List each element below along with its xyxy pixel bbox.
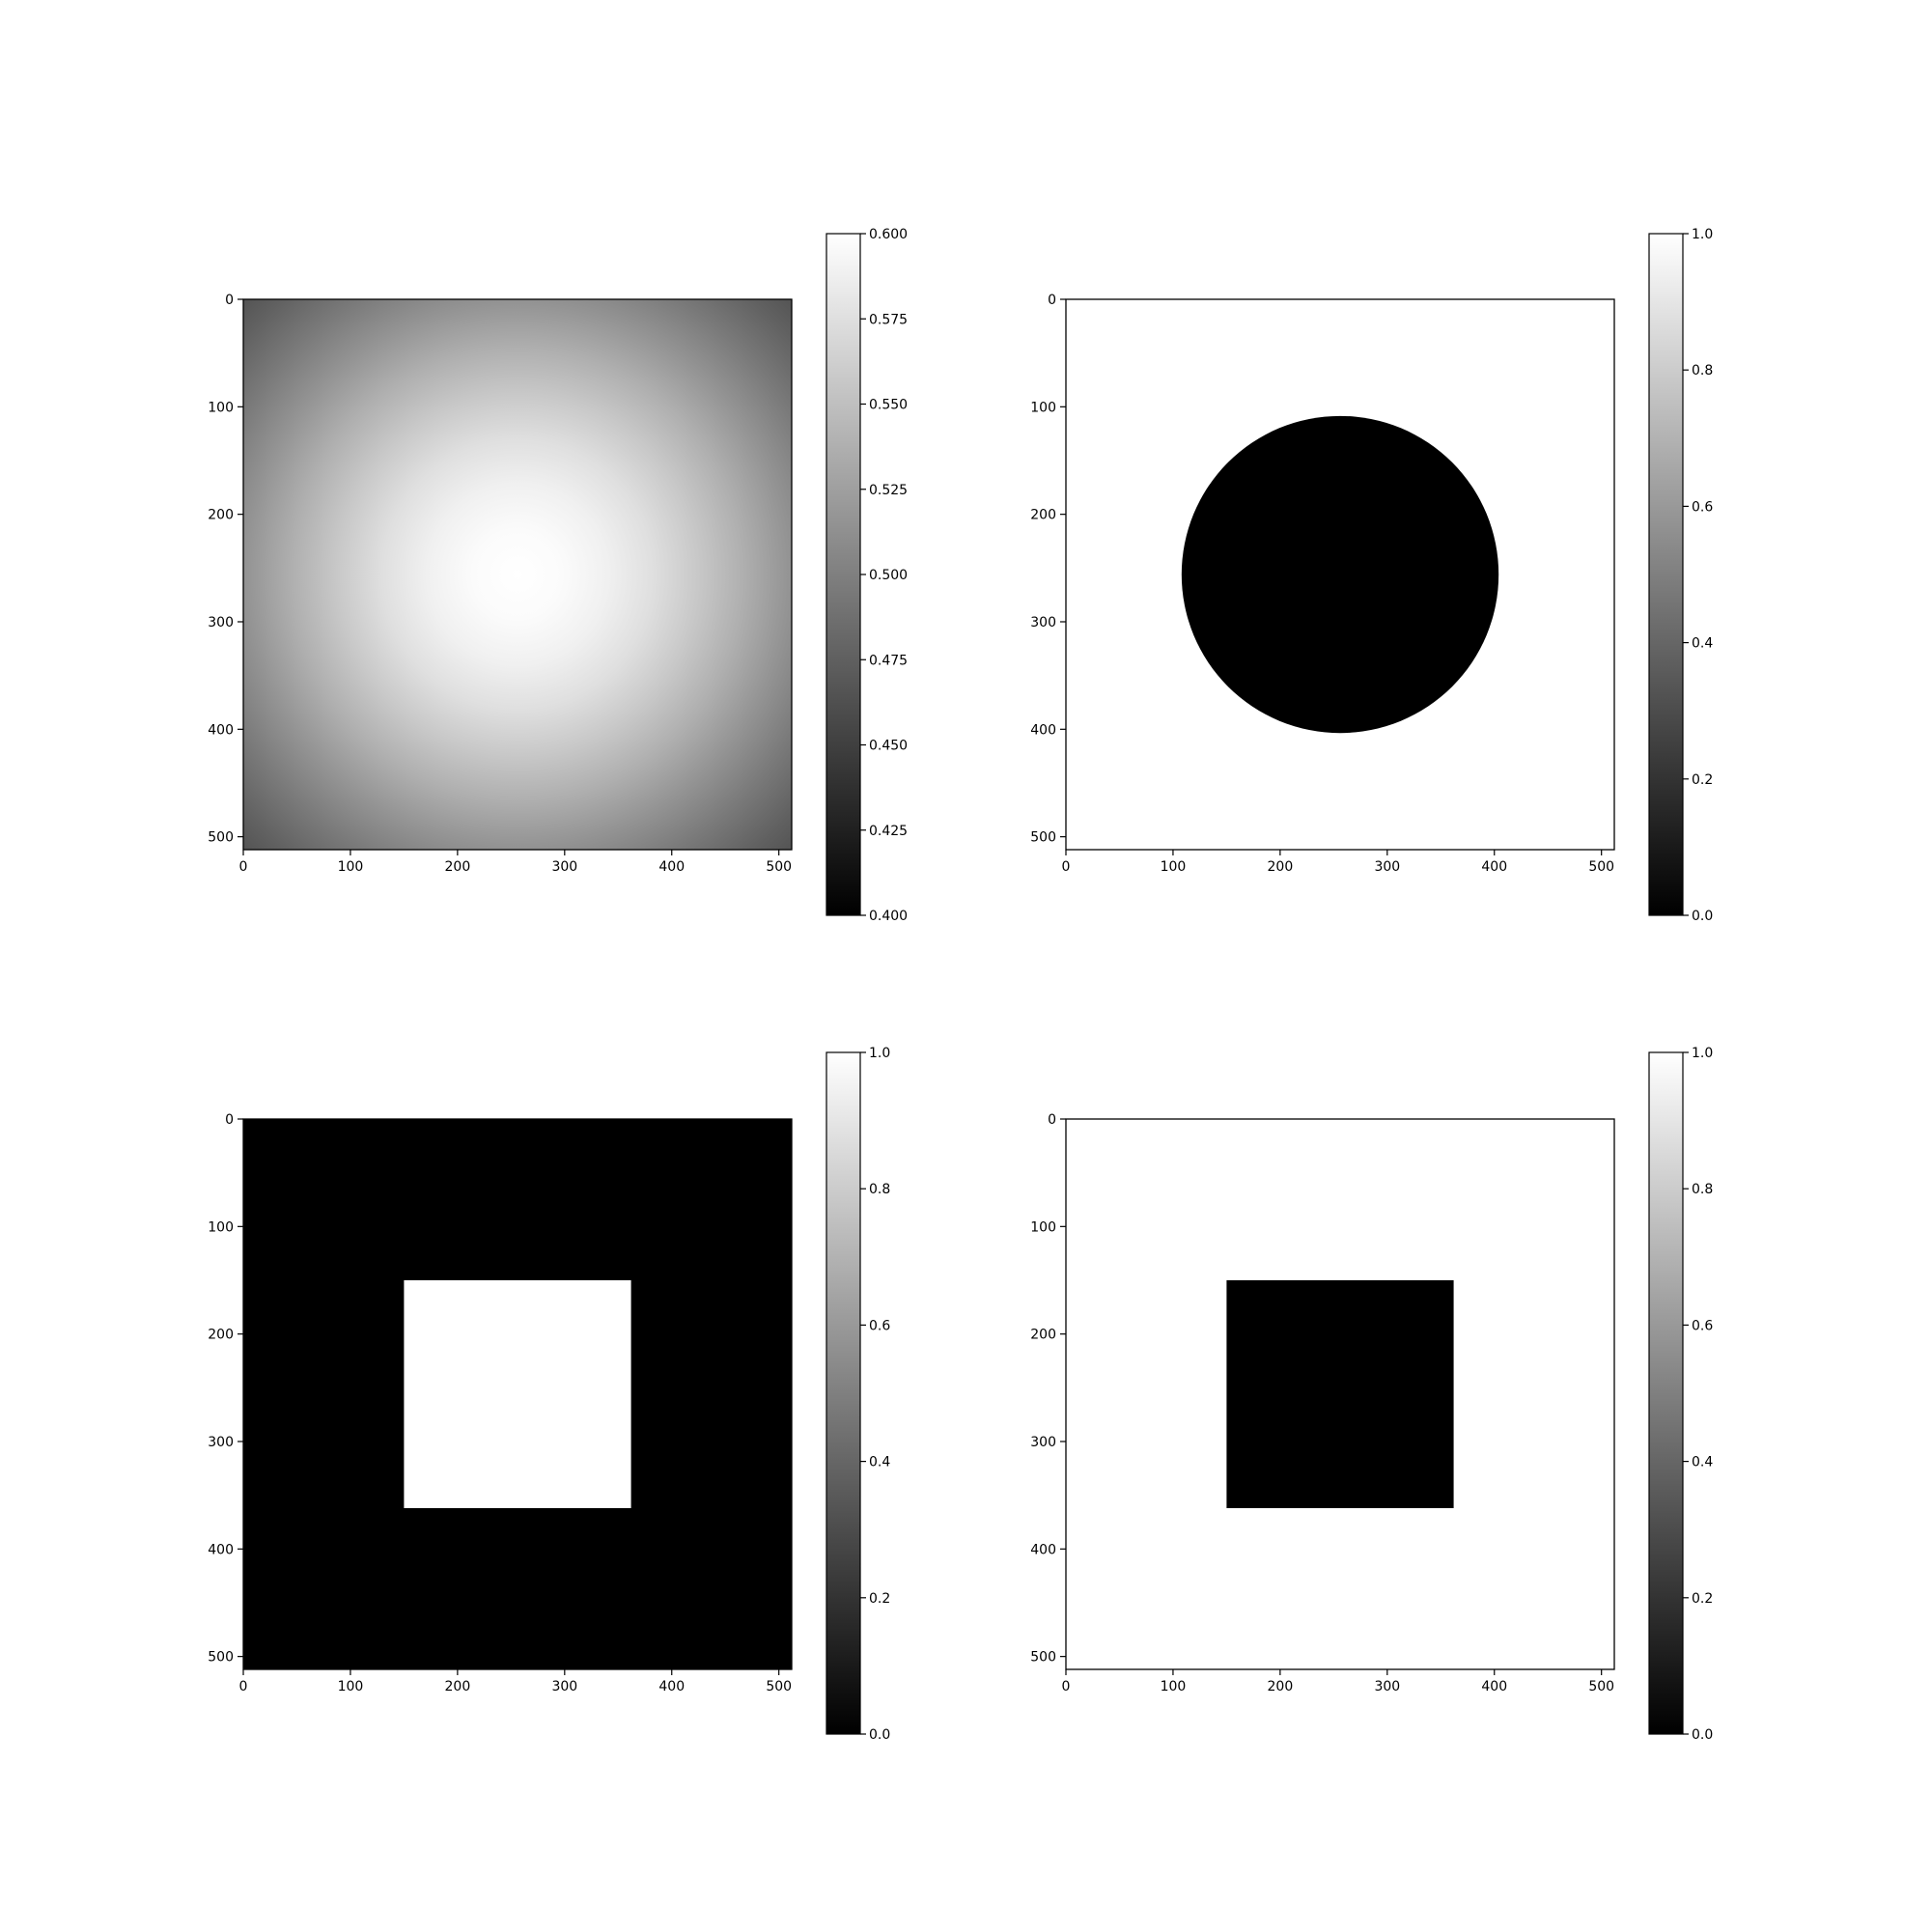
- x-tick-label: 300: [551, 859, 577, 875]
- image-area: [1066, 1119, 1614, 1669]
- colorbar-tick-label: 1.0: [869, 1046, 890, 1061]
- y-tick-label: 200: [1030, 508, 1056, 523]
- y-tick-label: 400: [208, 722, 234, 738]
- colorbar-tick-label: 0.2: [1692, 1591, 1713, 1607]
- colorbar-tick-label: 0.0: [869, 1727, 890, 1743]
- y-tick-label: 0: [1048, 1112, 1056, 1128]
- x-tick-label: 0: [1062, 1679, 1071, 1694]
- colorbar-gradient: [826, 234, 860, 915]
- colorbar-tick-label: 0.8: [1692, 1182, 1713, 1197]
- y-tick-label: 500: [1030, 1650, 1056, 1666]
- x-tick-label: 200: [445, 1679, 471, 1694]
- y-tick-label: 300: [208, 615, 234, 630]
- x-tick-label: 500: [766, 859, 792, 875]
- image-area: [1066, 299, 1614, 850]
- y-tick-label: 100: [208, 1219, 234, 1235]
- colorbar-tick-label: 0.2: [869, 1591, 890, 1607]
- panel-top-right: 0 100 200 300 400 500 0 100 200 300 400 500 0.0 0.2 0.…: [1030, 227, 1713, 924]
- y-tick-label: 300: [208, 1435, 234, 1450]
- y-tick-label: 500: [1030, 830, 1056, 846]
- colorbar-gradient: [826, 1052, 860, 1734]
- colorbar-tick-label: 0.0: [1692, 1727, 1713, 1743]
- x-tick-label: 400: [1481, 1679, 1507, 1694]
- y-tick-label: 300: [1030, 1435, 1056, 1450]
- x-tick-label: 100: [338, 859, 364, 875]
- colorbar-tick-label: 0.4: [1692, 1455, 1713, 1470]
- y-tick-label: 0: [225, 1112, 234, 1128]
- y-tick-label: 200: [1030, 1328, 1056, 1343]
- x-tick-label: 500: [1588, 859, 1614, 875]
- colorbar-gradient: [1649, 1052, 1683, 1734]
- x-tick-label: 100: [338, 1679, 364, 1694]
- panel-bottom-left: 0 100 200 300 400 500 0 100 200 300 400 500 0.0 0.2 0.…: [208, 1046, 890, 1743]
- y-tick-label: 400: [1030, 1542, 1056, 1557]
- colorbar-tick-label: 0.6: [1692, 1318, 1713, 1333]
- colorbar-tick-label: 0.4: [869, 1455, 890, 1470]
- y-tick-label: 0: [1048, 293, 1056, 308]
- y-tick-label: 400: [208, 1542, 234, 1557]
- x-tick-label: 0: [1062, 859, 1071, 875]
- x-tick-label: 500: [766, 1679, 792, 1694]
- x-tick-label: 100: [1161, 1679, 1187, 1694]
- x-tick-label: 200: [445, 859, 471, 875]
- colorbar-tick-label: 0.2: [1692, 772, 1713, 788]
- x-tick-label: 400: [658, 859, 685, 875]
- panel-bottom-right: 0 100 200 300 400 500 0 100 200 300 400 500 0.0 0.2 0.…: [1030, 1046, 1713, 1743]
- y-tick-label: 400: [1030, 722, 1056, 738]
- colorbar-tick-label: 0.500: [869, 568, 908, 583]
- x-tick-label: 200: [1268, 859, 1294, 875]
- y-tick-label: 0: [225, 293, 234, 308]
- x-tick-label: 400: [1481, 859, 1507, 875]
- colorbar-tick-label: 0.400: [869, 909, 908, 924]
- colorbar-tick-label: 0.550: [869, 398, 908, 413]
- x-tick-label: 200: [1268, 1679, 1294, 1694]
- y-tick-label: 200: [208, 508, 234, 523]
- colorbar-tick-label: 0.450: [869, 739, 908, 754]
- x-tick-label: 300: [1374, 859, 1400, 875]
- y-tick-label: 100: [208, 400, 234, 415]
- x-tick-label: 0: [239, 859, 248, 875]
- colorbar-gradient: [1649, 234, 1683, 915]
- colorbar-tick-label: 0.6: [1692, 499, 1713, 515]
- gaussian-field: [243, 299, 792, 850]
- colorbar-tick-label: 0.425: [869, 824, 908, 839]
- x-tick-label: 500: [1588, 1679, 1614, 1694]
- y-tick-label: 200: [208, 1328, 234, 1343]
- colorbar-tick-label: 0.8: [869, 1182, 890, 1197]
- mask-disk: [1182, 416, 1498, 733]
- x-tick-label: 0: [239, 1679, 248, 1694]
- colorbar-tick-label: 0.575: [869, 312, 908, 327]
- x-tick-label: 300: [1374, 1679, 1400, 1694]
- colorbar-tick-label: 0.475: [869, 653, 908, 668]
- colorbar-tick-label: 0.6: [869, 1318, 890, 1333]
- colorbar-tick-label: 0.600: [869, 227, 908, 242]
- colorbar-tick-label: 0.0: [1692, 909, 1713, 924]
- y-tick-label: 500: [208, 830, 234, 846]
- colorbar-tick-label: 1.0: [1692, 1046, 1713, 1061]
- colorbar-tick-label: 0.525: [869, 483, 908, 498]
- colorbar-tick-label: 1.0: [1692, 227, 1713, 242]
- mask-square: [1226, 1280, 1453, 1508]
- y-tick-label: 100: [1030, 400, 1056, 415]
- image-area: [243, 1119, 792, 1669]
- colorbar-tick-label: 0.8: [1692, 363, 1713, 378]
- y-tick-label: 300: [1030, 615, 1056, 630]
- y-tick-label: 100: [1030, 1219, 1056, 1235]
- image-area: [243, 299, 792, 850]
- x-tick-label: 400: [658, 1679, 685, 1694]
- colorbar-tick-label: 0.4: [1692, 636, 1713, 652]
- mask-square: [404, 1280, 630, 1508]
- x-tick-label: 100: [1161, 859, 1187, 875]
- y-tick-label: 500: [208, 1650, 234, 1666]
- x-tick-label: 300: [551, 1679, 577, 1694]
